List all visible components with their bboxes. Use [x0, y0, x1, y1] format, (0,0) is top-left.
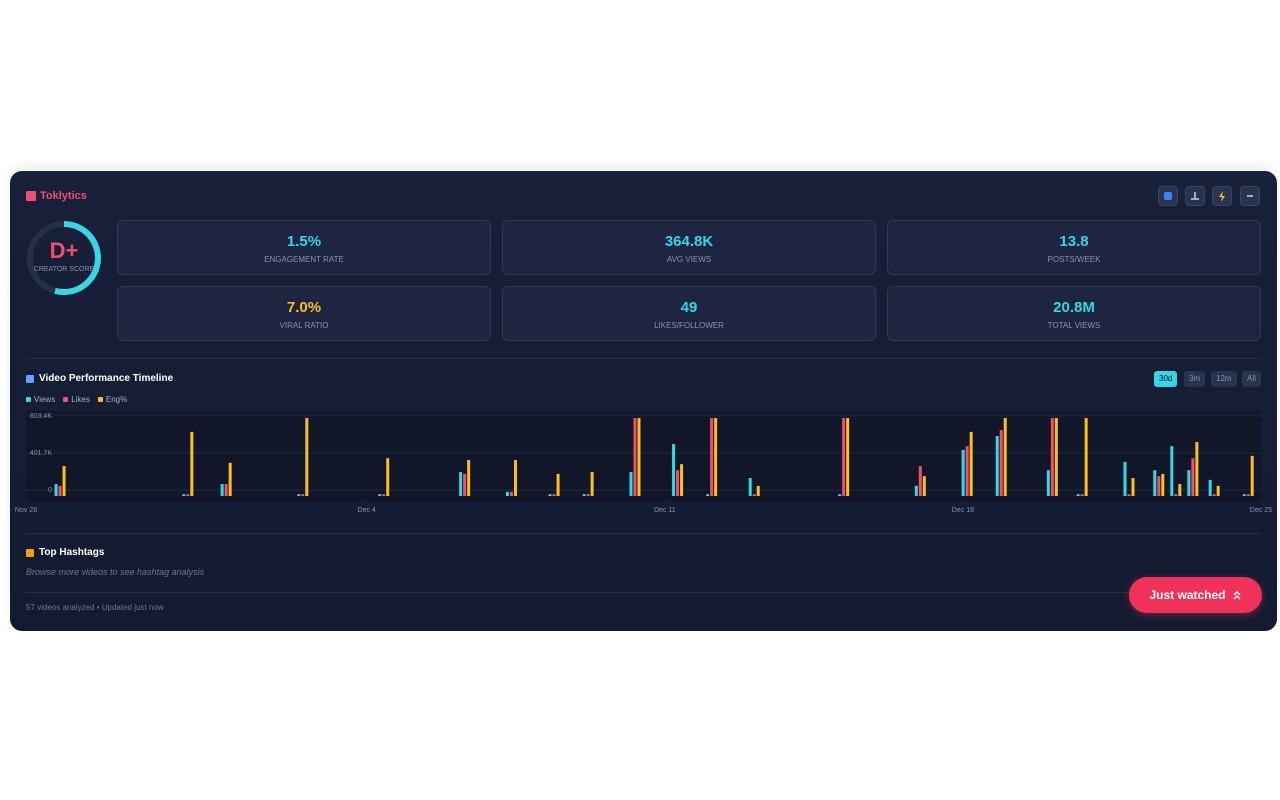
boost-button[interactable]	[1212, 186, 1232, 206]
timeline-title: Video Performance Timeline	[39, 373, 174, 384]
legend-label: Eng%	[105, 395, 128, 404]
dashboard-panel: Toklytics D+ CREATOR SCORE Video Perform…	[10, 171, 1277, 631]
legend-swatch	[26, 397, 31, 402]
metric-card: 20.8M TOTAL VIEWS	[887, 286, 1261, 341]
range-button[interactable]: 30d	[1154, 371, 1178, 387]
metric-card: 49 LIKES/FOLLOWER	[502, 286, 876, 341]
score-label: CREATOR SCORE	[33, 266, 95, 273]
legend-swatch	[97, 397, 103, 402]
divider	[26, 592, 1261, 593]
legend-item: Views	[26, 395, 55, 404]
brand: Toklytics	[26, 190, 87, 202]
legend-item: Eng%	[97, 395, 128, 404]
metric-label: VIRAL RATIO	[279, 321, 329, 330]
range-button[interactable]: 3m	[1184, 371, 1206, 387]
hashtags-hint: Browse more videos to see hashtag analys…	[26, 567, 205, 577]
legend-item: Likes	[63, 395, 90, 404]
metric-card: 7.0% VIRAL RATIO	[117, 286, 491, 341]
metric-value: 7.0%	[286, 299, 322, 316]
divider	[26, 358, 1261, 359]
export-button[interactable]	[1185, 186, 1205, 206]
metric-label: AVG VIEWS	[666, 255, 712, 264]
metric-value: 20.8M	[1053, 299, 1095, 316]
metric-value: 49	[680, 299, 698, 316]
metric-value: 13.8	[1059, 233, 1089, 250]
metric-value: 364.8K	[664, 233, 714, 250]
just-watched-button[interactable]: Just watched	[1129, 577, 1262, 613]
metric-label: TOTAL VIEWS	[1047, 321, 1101, 330]
metric-value: 1.5%	[286, 233, 322, 250]
legend-label: Likes	[71, 395, 90, 404]
legend-label: Views	[34, 395, 56, 404]
score-grade: D+	[49, 238, 79, 263]
metric-label: ENGAGEMENT RATE	[264, 255, 344, 264]
divider	[26, 533, 1261, 534]
button-label: Just watched	[1149, 588, 1226, 602]
hashtags-heading: Top Hashtags	[26, 547, 104, 558]
hashtags-title: Top Hashtags	[39, 547, 105, 558]
metric-label: POSTS/WEEK	[1047, 255, 1101, 264]
legend: Views Likes Eng%	[26, 395, 127, 404]
legend-swatch	[63, 397, 69, 402]
footer-status: 57 videos analyzed • Updated just now	[26, 603, 164, 612]
brand-title: Toklytics	[40, 190, 87, 202]
metric-label: LIKES/FOLLOWER	[654, 321, 724, 330]
metric-card: 1.5% ENGAGEMENT RATE	[117, 220, 491, 275]
metric-card: 13.8 POSTS/WEEK	[887, 220, 1261, 275]
minimize-button[interactable]	[1240, 186, 1260, 206]
range-button[interactable]: All	[1242, 371, 1261, 387]
refresh-button[interactable]	[1158, 186, 1178, 206]
score-ring	[27, 221, 101, 295]
timeline-heading: Video Performance Timeline	[26, 373, 173, 384]
metric-card: 364.8K AVG VIEWS	[502, 220, 876, 275]
range-button[interactable]: 12m	[1211, 371, 1237, 387]
